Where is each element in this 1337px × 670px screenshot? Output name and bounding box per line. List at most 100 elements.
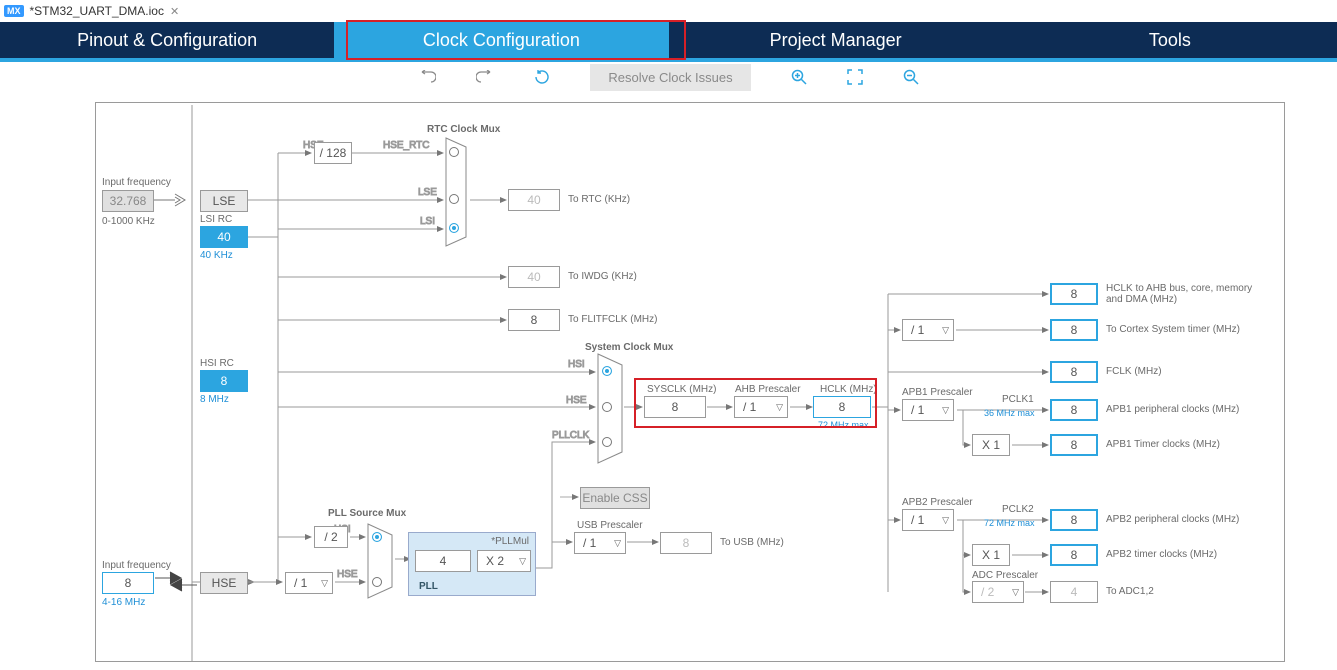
- apb2-timer-value[interactable]: 8: [1050, 544, 1098, 566]
- lse-box[interactable]: LSE: [200, 190, 248, 212]
- hclk-bus-label: HCLK to AHB bus, core, memory and DMA (M…: [1106, 283, 1256, 305]
- svg-text:HSE: HSE: [566, 395, 587, 406]
- flitf-value: 8: [508, 309, 560, 331]
- apb1-periph-label: APB1 peripheral clocks (MHz): [1106, 404, 1239, 415]
- usb-presc-label: USB Prescaler: [577, 520, 643, 531]
- lse-input-label: Input frequency: [102, 177, 171, 188]
- ahb-prescaler-select[interactable]: / 1▽: [734, 396, 788, 418]
- sysmux-hsi-radio[interactable]: [602, 366, 612, 376]
- mx-badge: MX: [4, 5, 24, 17]
- hclk-value[interactable]: 8: [813, 396, 871, 418]
- apb1-timer-value[interactable]: 8: [1050, 434, 1098, 456]
- file-tab-row: MX *STM32_UART_DMA.ioc ✕: [0, 0, 1337, 22]
- cortex-value[interactable]: 8: [1050, 319, 1098, 341]
- clock-diagram-canvas: HSE HSE_RTC LSE LSI HSI HSE PLLCLK: [0, 92, 1337, 670]
- adc-presc-label: ADC Prescaler: [972, 570, 1038, 581]
- enable-css-button[interactable]: Enable CSS: [580, 487, 650, 509]
- refresh-button[interactable]: [534, 69, 550, 85]
- tab-pinout[interactable]: Pinout & Configuration: [0, 22, 334, 58]
- apb2-periph-value[interactable]: 8: [1050, 509, 1098, 531]
- tab-tools-label: Tools: [1149, 30, 1191, 51]
- usb-out-label: To USB (MHz): [720, 537, 784, 548]
- hse-box[interactable]: HSE: [200, 572, 248, 594]
- tab-project-manager[interactable]: Project Manager: [669, 22, 1003, 58]
- tab-tools[interactable]: Tools: [1003, 22, 1337, 58]
- pllmul-value[interactable]: 4: [415, 550, 471, 572]
- apb1-prescaler-select[interactable]: / 1▽: [902, 399, 954, 421]
- pll-src-title: PLL Source Mux: [328, 508, 406, 519]
- hclk-bus-value[interactable]: 8: [1050, 283, 1098, 305]
- iwdg-out-value: 40: [508, 266, 560, 288]
- rtc-mux-hse-radio[interactable]: [449, 147, 459, 157]
- tab-clock-config[interactable]: Clock Configuration: [334, 22, 668, 58]
- flitf-label: To FLITFCLK (MHz): [568, 314, 657, 325]
- tab-pm-label: Project Manager: [770, 30, 902, 51]
- pclk2-label: PCLK2: [1002, 504, 1034, 515]
- sysmux-title: System Clock Mux: [585, 342, 673, 353]
- zoom-in-button[interactable]: [791, 69, 807, 85]
- pll-name: PLL: [419, 581, 438, 592]
- resolve-clock-issues-button[interactable]: Resolve Clock Issues: [590, 64, 750, 91]
- cortex-div-select[interactable]: / 1▽: [902, 319, 954, 341]
- hsi-rc-label: HSI RC: [200, 358, 234, 369]
- pll-mux-hse-radio[interactable]: [372, 577, 382, 587]
- svg-text:HSE: HSE: [337, 569, 358, 580]
- tab-pinout-label: Pinout & Configuration: [77, 30, 257, 51]
- rtc-out-value: 40: [508, 189, 560, 211]
- lsi-value[interactable]: 40: [200, 226, 248, 248]
- apb2-timer-label: APB2 timer clocks (MHz): [1106, 549, 1217, 560]
- hclk-note: 72 MHz max: [818, 420, 869, 430]
- ahb-presc-label: AHB Prescaler: [735, 384, 801, 395]
- pll-hse-div-select[interactable]: / 1▽: [285, 572, 333, 594]
- fclk-value[interactable]: 8: [1050, 361, 1098, 383]
- apb1-periph-value[interactable]: 8: [1050, 399, 1098, 421]
- apb2-periph-label: APB2 peripheral clocks (MHz): [1106, 514, 1239, 525]
- apb2-label: APB2 Prescaler: [902, 497, 973, 508]
- pll-hsi-div2[interactable]: / 2: [314, 526, 348, 548]
- svg-text:HSI: HSI: [568, 359, 585, 370]
- apb2-prescaler-select[interactable]: / 1▽: [902, 509, 954, 531]
- fclk-label: FCLK (MHz): [1106, 366, 1162, 377]
- sysclk-label: SYSCLK (MHz): [647, 384, 716, 395]
- svg-text:PLLCLK: PLLCLK: [552, 430, 590, 441]
- svg-text:LSI: LSI: [420, 216, 435, 227]
- main-nav: Pinout & Configuration Clock Configurati…: [0, 22, 1337, 58]
- sysmux-hse-radio[interactable]: [602, 402, 612, 412]
- adc-label: To ADC1,2: [1106, 586, 1154, 597]
- pclk2-note: 72 MHz max: [984, 518, 1035, 528]
- hse-input-label: Input frequency: [102, 560, 171, 571]
- zoom-fit-button[interactable]: [847, 69, 863, 85]
- apb1-timer-mul: X 1: [972, 434, 1010, 456]
- apb1-label: APB1 Prescaler: [902, 387, 973, 398]
- cortex-label: To Cortex System timer (MHz): [1106, 324, 1240, 335]
- hse-input-value[interactable]: 8: [102, 572, 154, 594]
- rtc-mux-lse-radio[interactable]: [449, 194, 459, 204]
- tab-clock-label: Clock Configuration: [423, 30, 580, 51]
- pllmul-select[interactable]: X 2▽: [477, 550, 531, 572]
- zoom-out-button[interactable]: [903, 69, 919, 85]
- pll-mux-hsi-radio[interactable]: [372, 532, 382, 542]
- lsi-note: 40 KHz: [200, 250, 233, 261]
- hsi-value[interactable]: 8: [200, 370, 248, 392]
- close-icon[interactable]: ✕: [170, 5, 179, 18]
- apb1-timer-label: APB1 Timer clocks (MHz): [1106, 439, 1220, 450]
- adc-prescaler-select[interactable]: / 2▽: [972, 581, 1024, 603]
- usb-prescaler-select[interactable]: / 1▽: [574, 532, 626, 554]
- hsi-note: 8 MHz: [200, 394, 229, 405]
- lse-input-value[interactable]: 32.768: [102, 190, 154, 212]
- hclk-label: HCLK (MHz): [820, 384, 877, 395]
- pll-block: *PLLMul 4 X 2▽ PLL: [408, 532, 536, 596]
- rtc-mux-lsi-radio[interactable]: [449, 223, 459, 233]
- sysclk-value[interactable]: 8: [644, 396, 706, 418]
- rtc-div128[interactable]: / 128: [314, 142, 352, 164]
- lsi-rc-label: LSI RC: [200, 214, 232, 225]
- redo-button[interactable]: [476, 70, 494, 84]
- sysmux-pll-radio[interactable]: [602, 437, 612, 447]
- svg-text:HSE_RTC: HSE_RTC: [383, 140, 430, 151]
- rtc-mux-title: RTC Clock Mux: [427, 124, 500, 135]
- file-tab-name[interactable]: *STM32_UART_DMA.ioc: [30, 4, 164, 18]
- hse-range-label: 4-16 MHz: [102, 597, 145, 608]
- apb2-timer-mul: X 1: [972, 544, 1010, 566]
- undo-button[interactable]: [418, 70, 436, 84]
- adc-value: 4: [1050, 581, 1098, 603]
